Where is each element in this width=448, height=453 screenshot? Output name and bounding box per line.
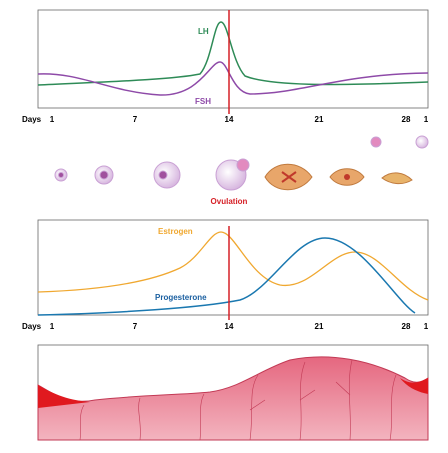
estrogen-curve (37, 231, 429, 301)
lh-label: LH (198, 27, 209, 36)
day-label: 21 (315, 322, 324, 331)
day-label: 1 (424, 115, 429, 124)
lh-curve (37, 21, 429, 86)
day-label: 21 (315, 115, 324, 124)
day-label: 7 (133, 322, 138, 331)
axis-label: Days (22, 115, 42, 124)
menstruation (38, 385, 90, 408)
follicles (54, 135, 429, 191)
panel-frame (37, 219, 429, 316)
progesterone-curve (37, 237, 416, 316)
progesterone-label: Progesterone (155, 293, 207, 302)
panel-frame (37, 9, 429, 109)
day-label: 28 (402, 322, 411, 331)
ovulation-label: Ovulation (211, 197, 248, 206)
day-label: 7 (133, 115, 138, 124)
day-label: 14 (225, 322, 234, 331)
fsh-curve (37, 61, 429, 96)
day-label: 28 (402, 115, 411, 124)
day-label: 14 (225, 115, 234, 124)
axis-label: Days (22, 322, 42, 331)
day-label: 1 (50, 115, 55, 124)
menstruation (400, 378, 428, 394)
vessels (79, 359, 397, 441)
estrogen-label: Estrogen (158, 227, 193, 236)
day-label: 1 (424, 322, 429, 331)
fsh-label: FSH (195, 97, 211, 106)
endometrium (37, 356, 429, 441)
day-label: 1 (50, 322, 55, 331)
